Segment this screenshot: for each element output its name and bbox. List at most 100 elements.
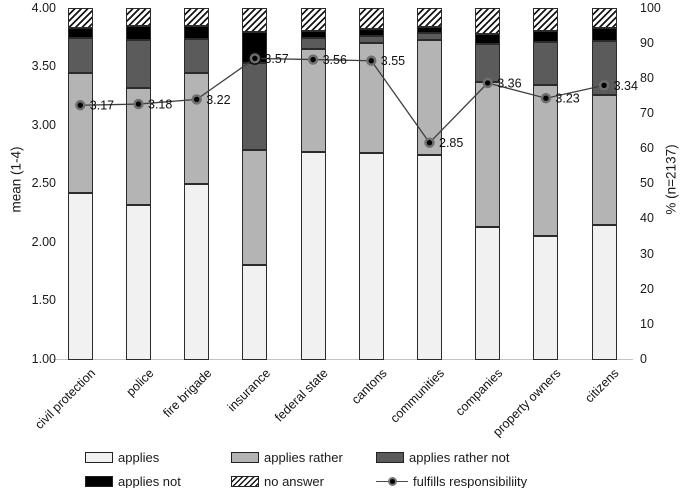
line-marker-dot bbox=[368, 58, 374, 64]
bar-segment-applies bbox=[184, 183, 210, 360]
bar-segment-applies-rather-not bbox=[358, 36, 384, 44]
bar-segment-applies-rather-not bbox=[242, 63, 268, 150]
line-value-label: 3.17 bbox=[90, 99, 114, 113]
bar-segment-applies-rather-not bbox=[67, 37, 93, 73]
right-axis-tick-label: 30 bbox=[640, 246, 654, 261]
bar-segment-applies-rather-not bbox=[475, 44, 501, 82]
bar-segment-no-answer bbox=[242, 8, 268, 32]
legend-swatch-applies-not-icon bbox=[85, 476, 113, 487]
legend-item-applies-rather: applies rather bbox=[231, 450, 343, 465]
bar-segment-no-answer bbox=[533, 8, 559, 31]
line-marker-dot bbox=[77, 102, 84, 108]
line-marker-dot bbox=[601, 82, 607, 89]
line-value-label: 2.85 bbox=[439, 136, 463, 150]
legend-swatch-no-answer-icon bbox=[231, 476, 259, 487]
bar-segment-no-answer bbox=[126, 8, 151, 26]
line-value-label: 3.22 bbox=[206, 93, 230, 107]
bar-segment-no-answer bbox=[300, 8, 326, 31]
bar-segment-applies-rather-not bbox=[184, 38, 210, 73]
bar-segment-applies-rather bbox=[67, 72, 93, 194]
stacked-bar-citizens bbox=[591, 8, 617, 360]
bar-segment-applies bbox=[417, 154, 442, 360]
bar-segment-no-answer bbox=[417, 8, 442, 27]
bar-segment-applies-rather-not bbox=[126, 39, 151, 88]
line-value-label: 3.56 bbox=[323, 53, 347, 67]
line-marker-dot bbox=[252, 55, 258, 62]
bar-segment-applies-not bbox=[591, 28, 617, 42]
legend-swatch-applies-icon bbox=[85, 452, 113, 463]
right-axis-tick-label: 60 bbox=[640, 141, 654, 156]
fulfills-responsibility-line bbox=[80, 57, 605, 144]
bar-segment-applies bbox=[358, 153, 384, 360]
stacked-bar-cantons bbox=[358, 8, 384, 360]
bar-segment-no-answer bbox=[591, 8, 617, 29]
line-value-label: 3.36 bbox=[497, 76, 521, 90]
left-axis-tick-label: 1.50 bbox=[31, 293, 56, 308]
stacked-bar-property-owners bbox=[533, 8, 559, 360]
stacked-bar-companies bbox=[475, 8, 501, 360]
bar-segment-applies-rather-not bbox=[300, 37, 326, 50]
line-marker-dot bbox=[426, 140, 433, 146]
bar-segment-applies-not bbox=[475, 33, 501, 45]
bar-segment-applies-rather bbox=[533, 85, 559, 237]
right-axis-tick-label: 80 bbox=[640, 70, 654, 85]
left-axis-tick-label: 4.00 bbox=[31, 0, 56, 15]
bar-segment-applies-not bbox=[358, 29, 384, 37]
bar-segment-applies bbox=[591, 224, 617, 360]
legend-item-applies-not: applies not bbox=[85, 474, 181, 488]
bar-segment-applies-rather bbox=[417, 39, 442, 155]
bar-segment-applies-rather bbox=[591, 94, 617, 225]
bar-segment-applies bbox=[475, 227, 501, 360]
bar-segment-applies-not bbox=[67, 28, 93, 38]
line-value-label: 3.57 bbox=[264, 52, 288, 66]
legend-label: applies rather bbox=[264, 450, 343, 465]
right-axis-tick-label: 10 bbox=[640, 316, 654, 331]
right-axis-tick-label: 90 bbox=[640, 35, 654, 50]
bar-segment-applies-not bbox=[300, 30, 326, 38]
bar-segment-applies-rather bbox=[475, 81, 501, 227]
bar-segment-applies bbox=[67, 193, 93, 360]
right-axis-tick-label: 0 bbox=[640, 352, 647, 366]
bar-segment-applies-not bbox=[417, 26, 442, 33]
left-axis-tick-label: 2.50 bbox=[31, 176, 56, 191]
bar-segment-applies bbox=[533, 236, 559, 360]
right-axis-tick-label: 20 bbox=[640, 281, 654, 296]
legend-label: fulfills responsibiliity bbox=[413, 474, 528, 488]
right-axis-tick-label: 50 bbox=[640, 176, 654, 191]
stacked-bar-insurance bbox=[242, 8, 268, 360]
bar-segment-no-answer bbox=[67, 8, 93, 29]
left-axis-tick-label: 1.00 bbox=[31, 352, 56, 366]
bar-segment-applies-not bbox=[126, 25, 151, 40]
bar-segment-applies-rather-not bbox=[533, 42, 559, 86]
bar-segment-applies-rather-not bbox=[417, 32, 442, 40]
legend-item-no-answer: no answer bbox=[231, 474, 324, 488]
stacked-bar-communities bbox=[417, 8, 442, 360]
left-axis-tick-label: 3.50 bbox=[31, 59, 56, 74]
right-axis-tick-label: 100 bbox=[640, 0, 661, 15]
bar-segment-no-answer bbox=[184, 8, 210, 26]
x-axis-baseline bbox=[53, 358, 633, 361]
line-marker-dot bbox=[194, 96, 200, 103]
line-value-label: 3.23 bbox=[555, 92, 579, 106]
stacked-bar-civil-protection bbox=[67, 8, 93, 360]
legend-item-applies: applies bbox=[85, 450, 159, 465]
bar-segment-no-answer bbox=[358, 8, 384, 30]
bar-segment-applies bbox=[242, 264, 268, 360]
line-value-label: 3.34 bbox=[614, 79, 638, 93]
right-axis-tick-label: 40 bbox=[640, 211, 654, 226]
bar-segment-applies-rather bbox=[242, 149, 268, 265]
legend-label: applies bbox=[118, 450, 160, 465]
bar-segment-applies bbox=[126, 204, 151, 360]
bar-segment-applies bbox=[300, 152, 326, 360]
bar-segment-applies-rather bbox=[184, 72, 210, 184]
right-axis-tick-label: 70 bbox=[640, 105, 654, 120]
legend-item-applies-rather-not: applies rather not bbox=[376, 450, 509, 465]
legend-swatch-applies-rather-icon bbox=[231, 452, 259, 463]
bar-segment-applies-not bbox=[184, 25, 210, 39]
stacked-bar-fire-brigade bbox=[184, 8, 210, 360]
bar-segment-applies-not bbox=[533, 30, 559, 43]
line-value-label: 3.18 bbox=[148, 98, 172, 112]
legend-line-marker-icon bbox=[376, 475, 408, 488]
